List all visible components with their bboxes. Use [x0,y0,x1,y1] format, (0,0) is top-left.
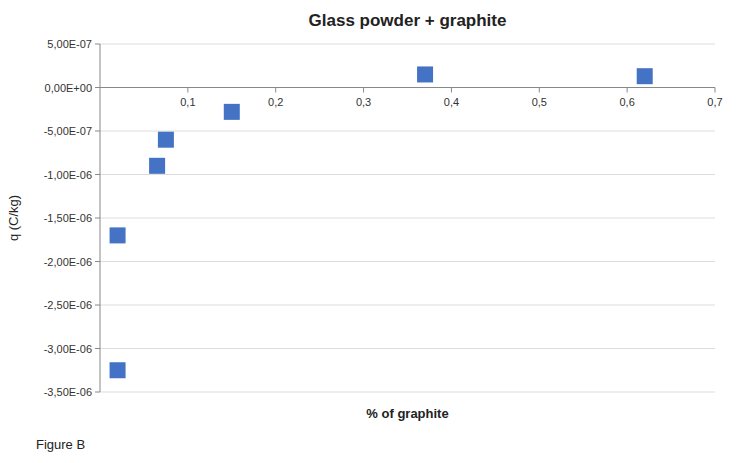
x-tick-label: 0,3 [356,96,371,108]
x-tick-label: 0,7 [707,96,722,108]
y-tick-label: -1,50E-06 [44,212,92,224]
x-tick [187,88,188,93]
x-tick [627,88,628,93]
y-tick [95,131,100,132]
grid-line [100,174,715,175]
point [110,227,126,243]
x-tick-label: 0,6 [619,96,634,108]
y-tick [95,174,100,175]
grid [100,44,715,392]
grid-line [100,348,715,349]
y-tick-label: 0,00E+00 [45,82,92,94]
x-axis-line [100,87,715,88]
grid-line [100,261,715,262]
y-tick [95,305,100,306]
point [637,68,653,84]
chart: -3,50E-06 -3,00E-06 -2,50E-06 -2,00E-06 -1,5… [0,0,738,463]
x-axis: 0,1 0,2 0,3 0,4 0,5 0,6 0,7 [100,88,723,108]
x-tick-label: 0,5 [532,96,547,108]
grid-line [100,305,715,306]
x-tick-label: 0,1 [180,96,195,108]
y-tick [95,44,100,45]
grid-line [100,392,715,393]
y-tick-label: -5,00E-07 [44,125,92,137]
point [224,104,240,120]
y-tick-label: -3,00E-06 [44,343,92,355]
grid-line [100,87,715,88]
point [417,66,433,82]
y-tick [95,261,100,262]
y-tick-label: -2,00E-06 [44,256,92,268]
grid-line [100,131,715,132]
points [110,66,653,378]
y-tick-label: -3,50E-06 [44,386,92,398]
x-tick-label: 0,4 [444,96,459,108]
title: Glass powder + graphite [309,11,507,30]
y-tick [95,348,100,349]
y-label: q (C/kg) [6,195,21,241]
x-tick [539,88,540,93]
y-tick-label: 5,00E-07 [47,38,92,50]
y-tick-label: -2,50E-06 [44,299,92,311]
y-tick [95,392,100,393]
y-axis-line [100,44,101,392]
point [149,158,165,174]
x-tick [363,88,364,93]
y-tick-label: -1,00E-06 [44,169,92,181]
x-tick-label: 0,2 [268,96,283,108]
y-tick [95,218,100,219]
point [158,132,174,148]
y-tick [95,87,100,88]
x-tick [451,88,452,93]
caption: Figure B [36,437,85,452]
point [110,362,126,378]
x-tick [715,88,716,93]
y-axis: -3,50E-06 -3,00E-06 -2,50E-06 -2,00E-06 -1,5… [44,38,100,398]
x-label: % of graphite [366,406,448,421]
grid-line [100,218,715,219]
grid-line [100,44,715,45]
x-tick [275,88,276,93]
